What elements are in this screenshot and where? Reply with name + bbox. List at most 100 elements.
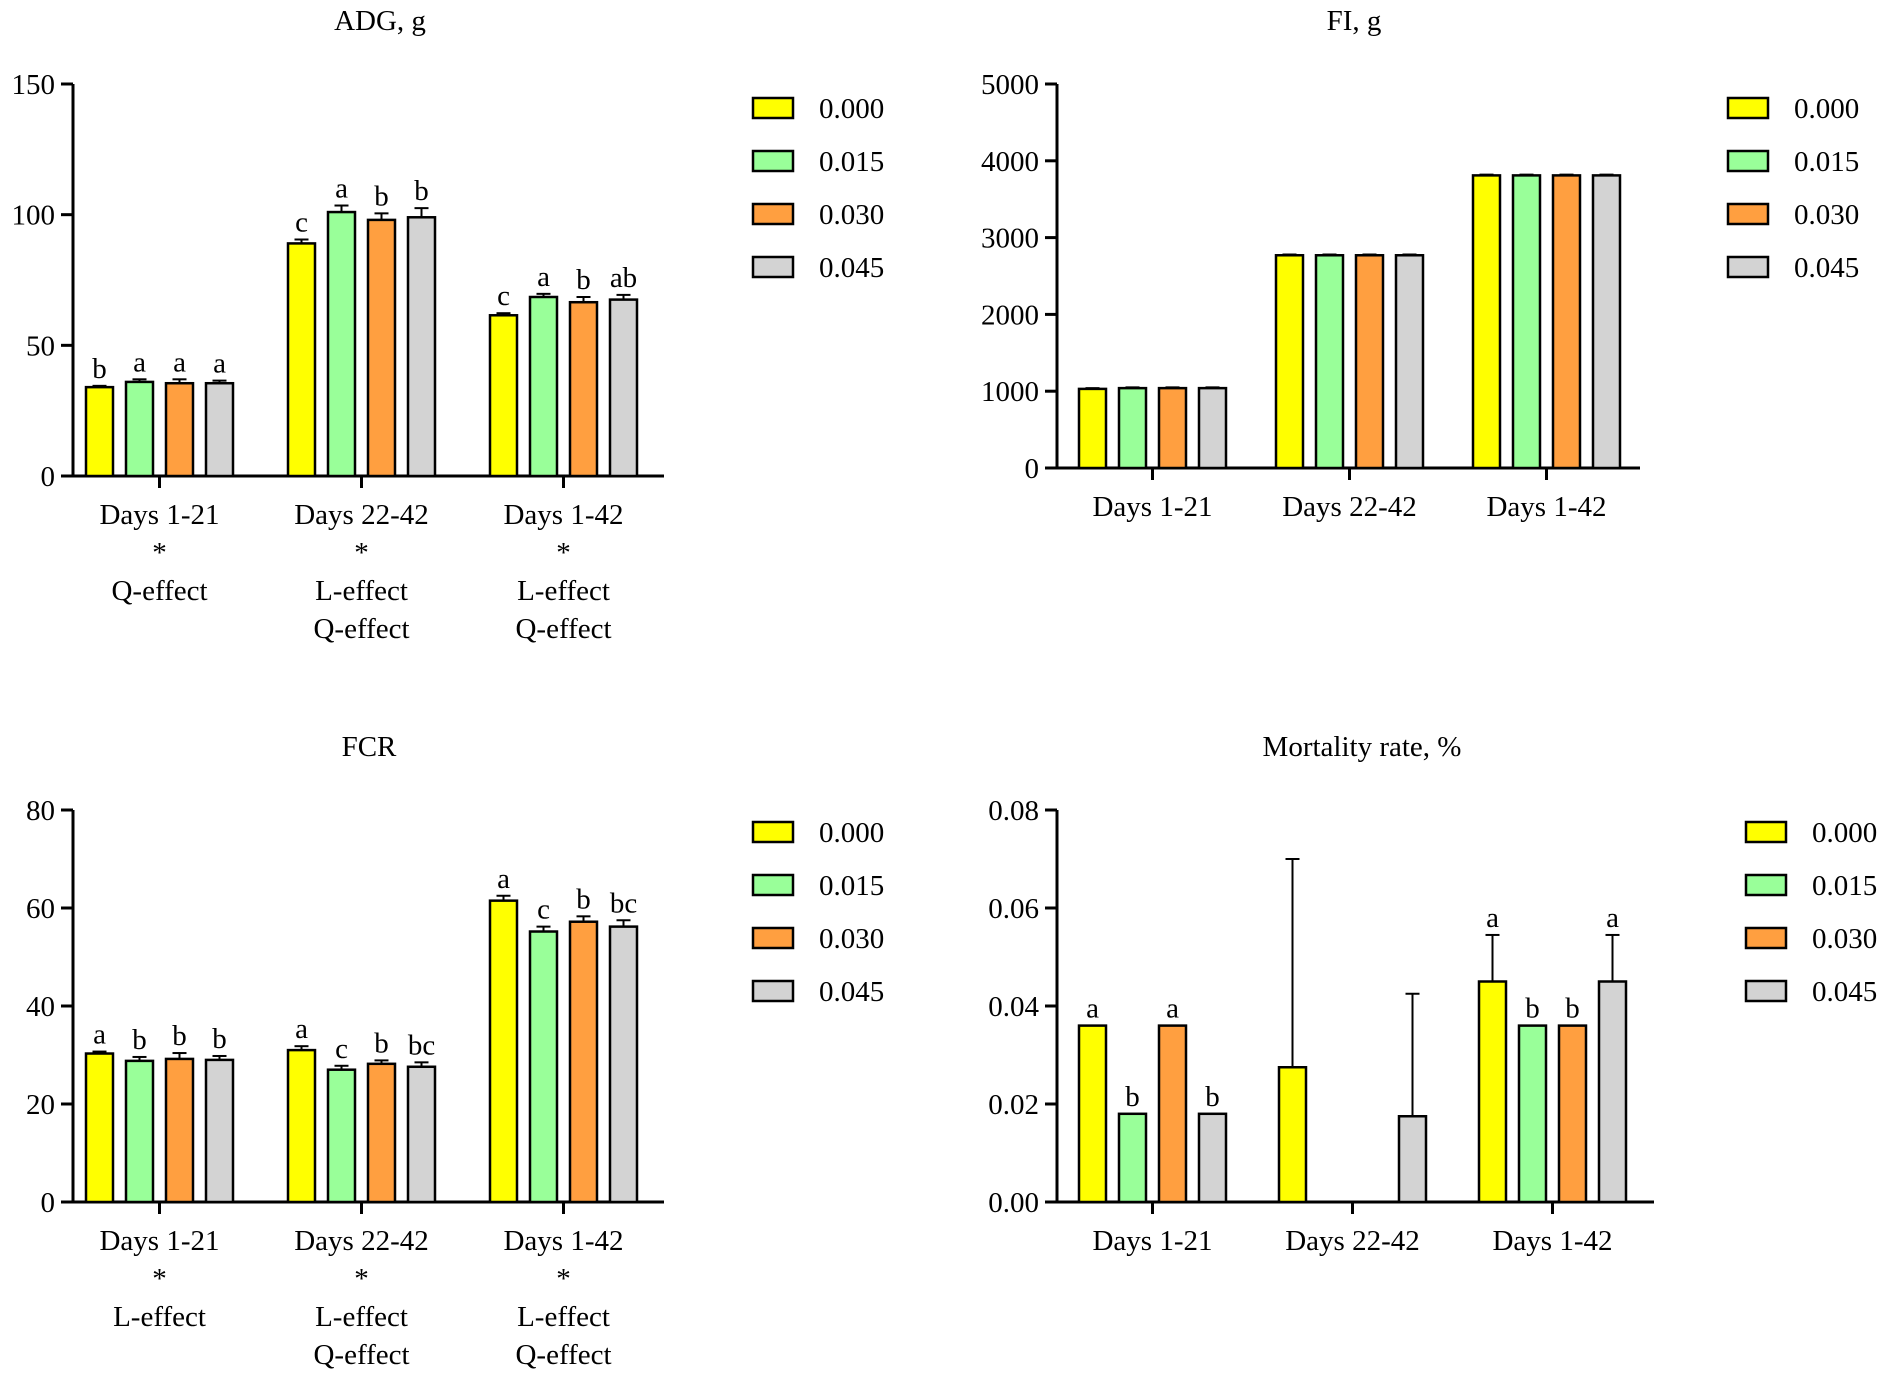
significance-star: * [354,1263,369,1295]
effect-label: Q-effect [515,1339,611,1371]
y-tick-label: 50 [26,330,55,362]
significance-letter: b [576,264,591,296]
y-tick-label: 40 [26,991,55,1023]
significance-letter: c [497,280,510,312]
effect-label: Q-effect [313,613,409,645]
significance-letter: b [1125,1081,1140,1113]
bar-0_045 [1397,1115,1428,1204]
significance-letter: a [1166,993,1179,1025]
y-tick-label: 80 [26,795,55,827]
y-tick-label: 0 [41,461,56,493]
y-tick-label: 0 [1025,453,1040,485]
significance-letter: a [173,346,186,378]
bar-0_045 [406,1065,437,1204]
significance-letter: a [497,863,510,895]
bar-0_045 [1591,174,1622,470]
y-tick-label: 4000 [981,146,1039,178]
effect-label: L-effect [113,1301,206,1333]
legend-label: 0.015 [819,146,884,178]
significance-letter: a [537,261,550,293]
bar-0_030 [164,1057,195,1204]
bar-0_000 [488,314,519,478]
legend-swatch [1744,926,1788,950]
legend-label: 0.030 [819,923,884,955]
effect-label: L-effect [517,575,610,607]
significance-letter: a [133,346,146,378]
y-tick-label: 0.04 [988,991,1039,1023]
significance-star: * [152,1263,167,1295]
significance-star: * [354,537,369,569]
y-tick-label: 0.02 [988,1089,1039,1121]
significance-letter: a [295,1013,308,1045]
legend-label: 0.015 [819,870,884,902]
legend-label: 0.045 [819,252,884,284]
legend-label: 0.000 [1794,93,1859,125]
x-tick-label: Days 22-42 [1285,1225,1420,1257]
bar-0_030 [366,1062,397,1204]
legend-label: 0.000 [819,817,884,849]
x-tick-label: Days 1-42 [1492,1225,1612,1257]
legend-label: 0.030 [819,199,884,231]
bar-0_045 [608,925,639,1204]
effect-label: L-effect [315,575,408,607]
significance-letter: a [93,1019,106,1051]
legend-swatch [751,820,795,844]
legend-swatch [1744,873,1788,897]
significance-letter: b [212,1023,227,1055]
bar-0_045 [204,1058,235,1204]
bar-0_030 [366,218,397,478]
significance-letter: b [1205,1081,1220,1113]
significance-letter: a [1086,993,1099,1025]
bar-0_015 [124,380,155,478]
legend-swatch [751,202,795,226]
significance-letter: a [1606,902,1619,934]
x-tick-label: Days 1-21 [99,1225,219,1257]
bar-0_045 [1394,254,1425,470]
y-tick-label: 2000 [981,299,1039,331]
x-tick-label: Days 1-42 [1486,491,1606,523]
y-tick-label: 1000 [981,376,1039,408]
fi-chart: FI, g 0 1000 2000 3000 4000 5000 Days 1-21 Days … [981,5,1859,523]
legend-swatch [751,926,795,950]
significance-star: * [556,537,571,569]
legend-swatch [751,96,795,120]
significance-letter: a [213,348,226,380]
legend-label: 0.030 [1794,199,1859,231]
legend-swatch [751,873,795,897]
y-tick-label: 0.00 [988,1187,1039,1219]
bar-0_000 [286,1048,317,1204]
bar-0_015 [1117,386,1148,470]
bar-0_000 [488,899,519,1204]
significance-letter: bc [610,887,637,919]
bar-0_015 [1511,174,1542,470]
significance-letter: ab [610,262,637,294]
x-tick-label: Days 1-21 [1092,1225,1212,1257]
significance-letter: c [295,206,308,238]
bar-0_045 [406,216,437,478]
bar-0_000 [1274,254,1305,470]
chart-title: ADG, g [334,5,426,37]
legend-swatch [751,255,795,279]
effect-label: L-effect [517,1301,610,1333]
x-tick-label: Days 1-42 [503,1225,623,1257]
mortality-chart: Mortality rate, % 0.00 0.02 0.04 0.06 0.08 a b a… [988,731,1877,1257]
bar-0_015 [326,1068,357,1204]
x-tick-label: Days 22-42 [294,499,429,531]
legend-swatch [1726,96,1770,120]
bar-0_030 [1551,174,1582,470]
legend-label: 0.015 [1794,146,1859,178]
x-tick-label: Days 1-42 [503,499,623,531]
bar-0_015 [528,295,559,478]
bar-0_015 [528,930,559,1204]
bar-0_045 [1597,980,1628,1204]
significance-star: * [152,537,167,569]
bar-0_030 [1354,254,1385,470]
x-tick-label: Days 1-21 [99,499,219,531]
bar-0_030 [1157,386,1188,470]
significance-letter: a [1486,902,1499,934]
legend-label: 0.000 [819,93,884,125]
chart-title: FI, g [1327,5,1382,37]
